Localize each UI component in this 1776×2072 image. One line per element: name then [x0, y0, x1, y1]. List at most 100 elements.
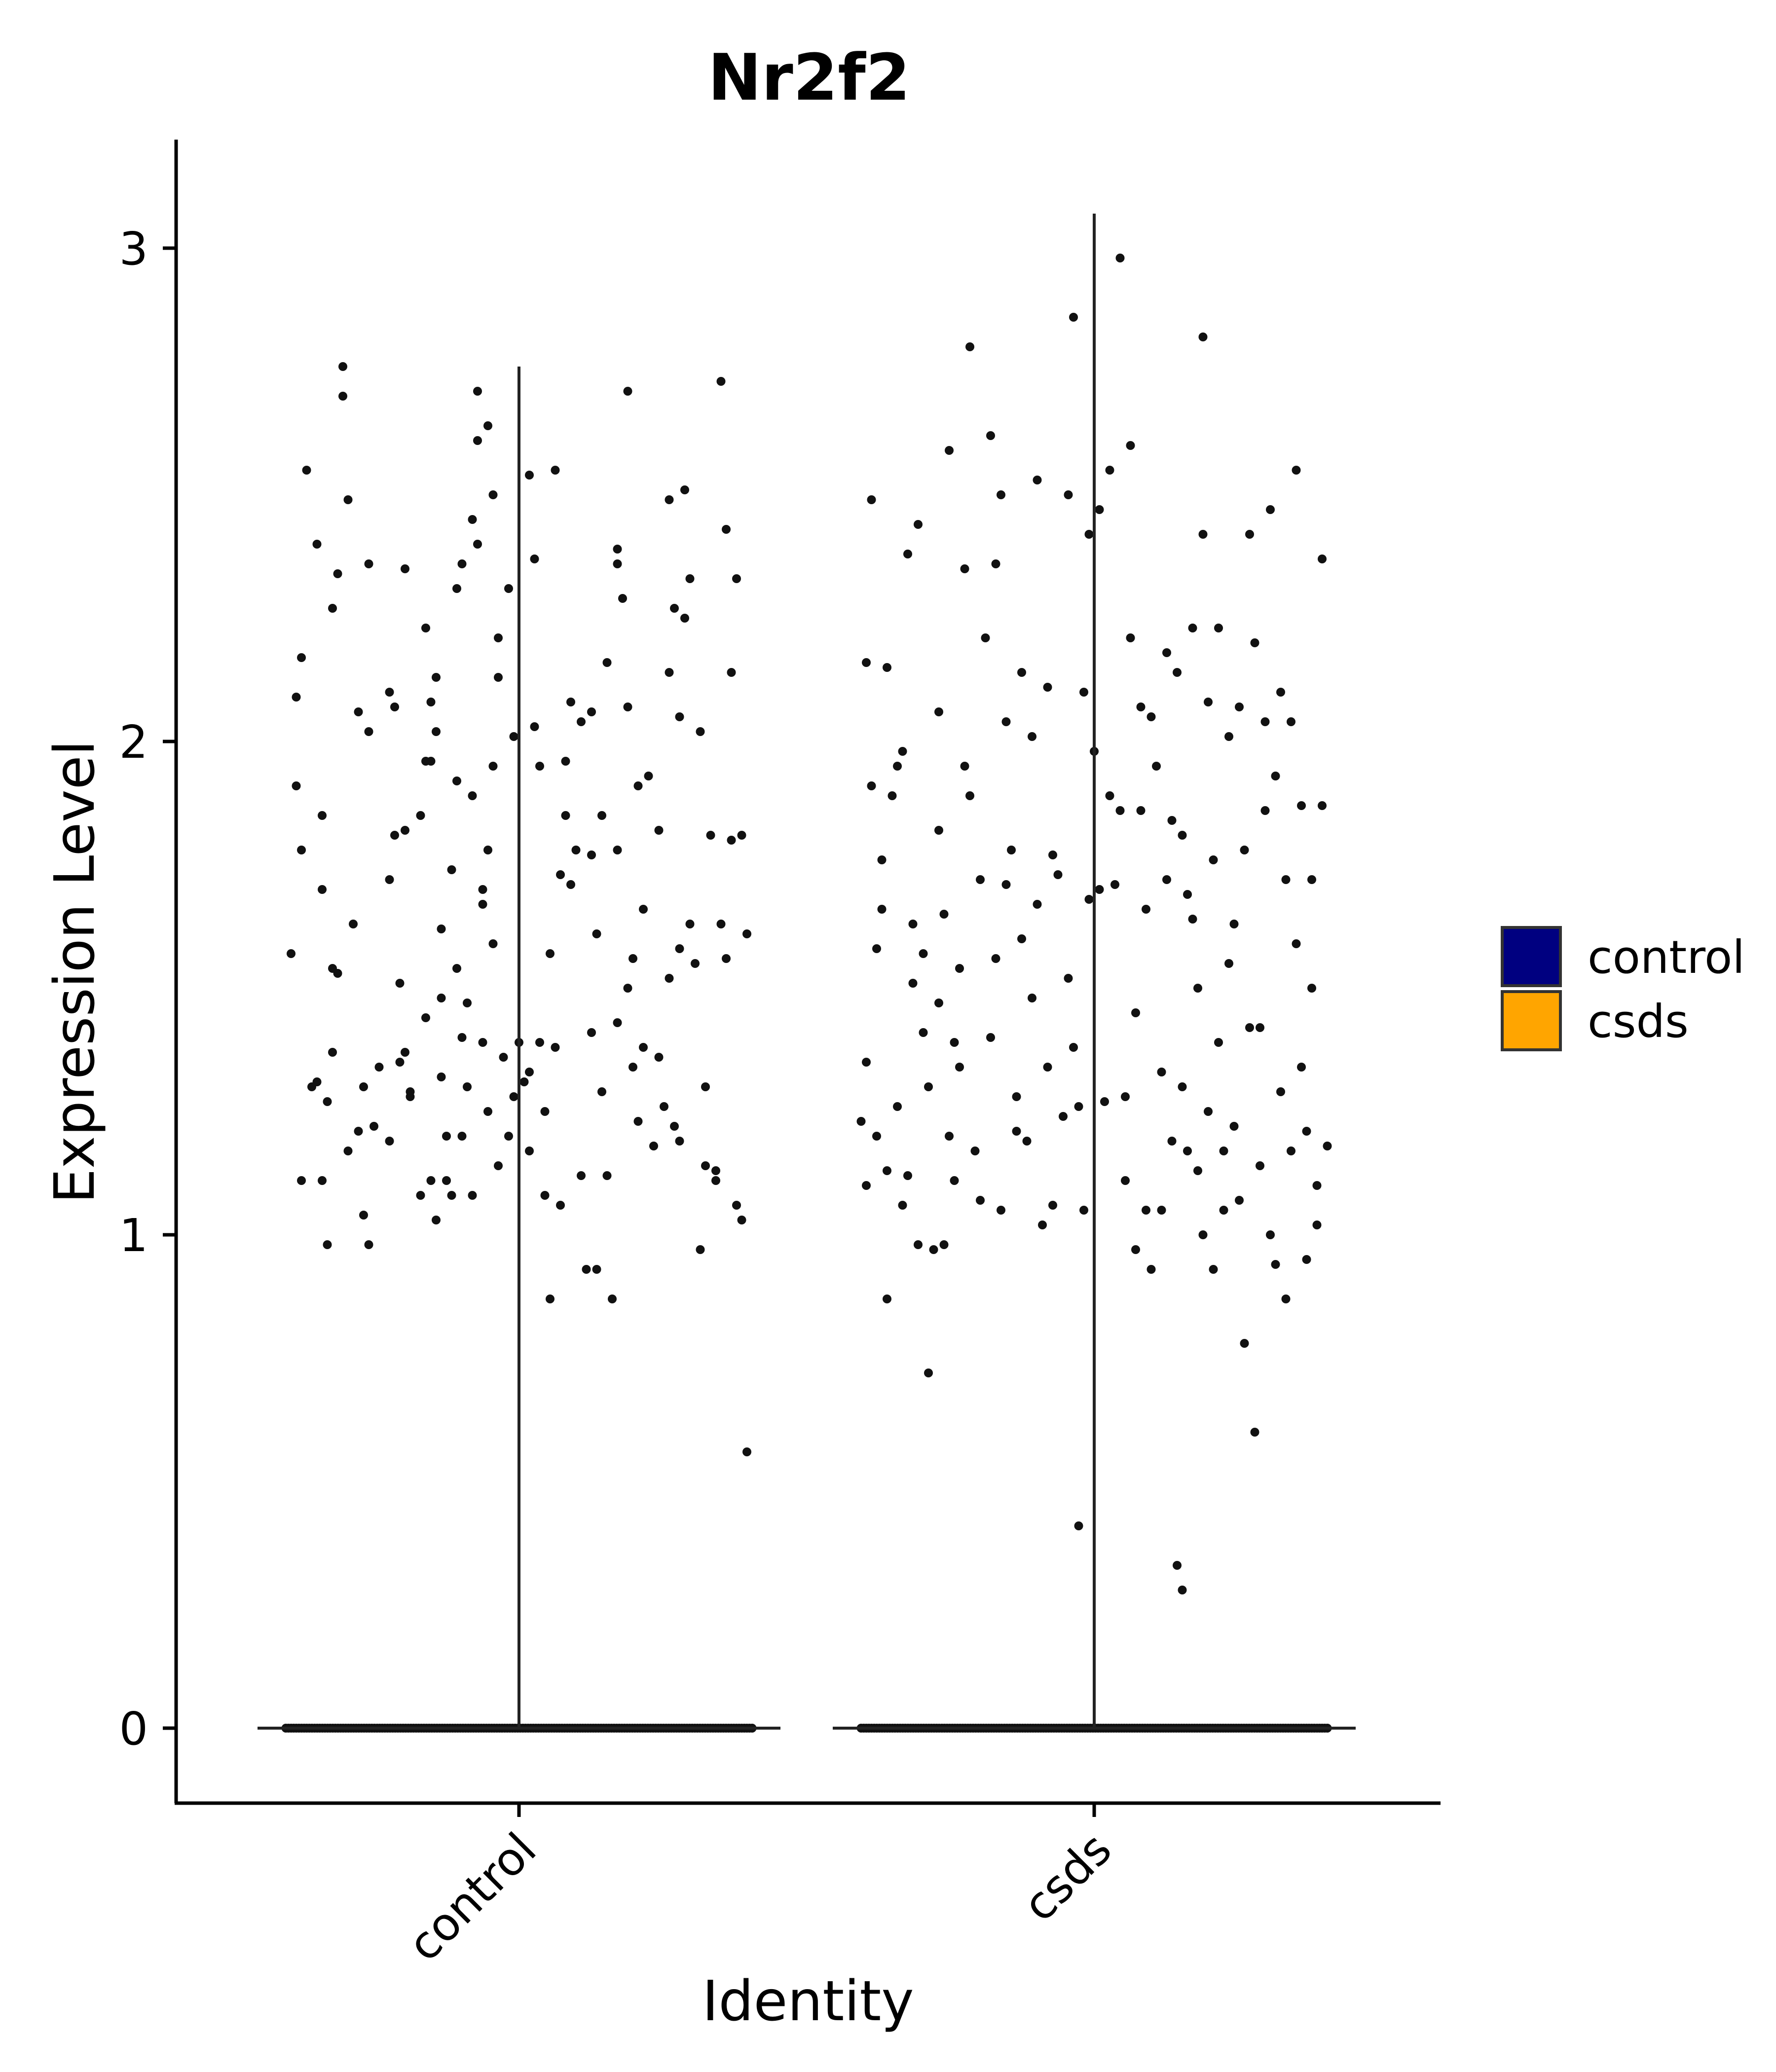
data-point-control [701, 1161, 710, 1170]
data-point-csds [1250, 1428, 1259, 1437]
data-point-csds [1084, 895, 1094, 904]
data-point-control [525, 1147, 534, 1155]
data-point-control [426, 698, 436, 706]
data-point-csds [867, 781, 876, 790]
data-point-control [374, 1063, 384, 1072]
data-point-csds [888, 791, 897, 800]
data-point-csds [1028, 994, 1036, 1002]
data-point-control [732, 1201, 741, 1210]
data-point-csds [1256, 1161, 1264, 1170]
legend: control csds [1501, 926, 1745, 1051]
data-point-control [535, 1038, 544, 1047]
data-point-csds [1028, 732, 1036, 741]
data-point-csds [1126, 633, 1135, 642]
data-point-control [742, 1447, 751, 1456]
data-point-control [328, 604, 337, 613]
data-point-csds [903, 550, 912, 558]
data-point-csds [1271, 1260, 1280, 1269]
data-point-csds [898, 1201, 907, 1210]
data-point-control [292, 781, 301, 790]
data-point-csds [976, 1196, 985, 1205]
data-point-csds [976, 875, 985, 884]
data-point-control [561, 757, 570, 766]
data-point-csds [1048, 1201, 1057, 1210]
data-point-control [359, 1211, 368, 1220]
data-point-control [727, 836, 736, 845]
data-point-control [509, 1092, 518, 1101]
data-point-csds [908, 920, 918, 928]
data-point-csds [965, 342, 974, 351]
data-point-control [364, 559, 373, 568]
data-point-csds [1297, 1063, 1306, 1072]
data-point-csds [1193, 1166, 1202, 1175]
data-point-csds [1001, 717, 1011, 726]
data-point-control [716, 377, 726, 386]
data-point-csds [997, 1206, 1005, 1215]
data-point-csds [1287, 717, 1295, 726]
data-point-csds [1069, 1043, 1078, 1052]
data-point-control [473, 436, 482, 445]
data-point-control [546, 1295, 555, 1303]
data-point-control [530, 555, 539, 563]
data-point-csds [1017, 668, 1026, 677]
data-point-control [592, 1265, 601, 1274]
data-point-control [385, 1137, 394, 1146]
data-point-control [452, 584, 461, 593]
data-point-csds [1229, 1122, 1239, 1131]
data-point-control [499, 1053, 508, 1062]
data-point-csds [1173, 668, 1182, 677]
data-point-csds [991, 559, 1000, 568]
data-point-control [660, 1102, 668, 1111]
data-point-control [504, 1132, 513, 1141]
y-tick-label: 3 [119, 222, 148, 275]
data-point-csds [1224, 732, 1233, 741]
data-point-control [556, 870, 565, 879]
data-point-csds [872, 1132, 881, 1141]
data-point-csds [883, 663, 891, 672]
y-axis-label: Expression Level [43, 740, 107, 1203]
data-point-csds [1084, 530, 1094, 539]
data-point-csds [1235, 703, 1244, 711]
data-point-csds [1245, 530, 1254, 539]
data-point-control [644, 772, 653, 780]
data-point-control [680, 485, 689, 494]
data-point-csds [1167, 816, 1177, 825]
data-point-control [530, 722, 539, 731]
data-point-csds [1038, 1221, 1047, 1229]
data-point-control [338, 392, 347, 401]
data-point-csds [1178, 1586, 1187, 1594]
data-point-control [649, 1142, 658, 1150]
data-point-control [385, 875, 394, 884]
data-point-csds [898, 747, 907, 756]
data-point-control [509, 732, 518, 741]
data-point-control [613, 1018, 622, 1027]
data-point-csds [1240, 846, 1249, 854]
data-point-csds [1281, 1295, 1291, 1303]
data-point-csds [1188, 624, 1197, 632]
data-point-control [540, 1107, 550, 1116]
data-point-control [437, 1073, 446, 1081]
data-point-control [432, 1216, 441, 1224]
data-point-csds [1142, 905, 1150, 914]
data-point-control [312, 1077, 322, 1086]
data-point-csds [1126, 441, 1135, 450]
data-point-control [390, 831, 399, 840]
data-point-control [639, 905, 648, 914]
data-point-control [468, 791, 477, 800]
data-point-control [535, 762, 544, 771]
data-point-csds [877, 855, 887, 864]
data-point-csds [934, 826, 943, 835]
data-point-csds [1198, 333, 1208, 341]
data-point-csds [893, 762, 902, 771]
data-point-csds [1007, 846, 1016, 854]
data-point-csds [1074, 1521, 1083, 1530]
data-point-csds [1121, 1092, 1130, 1101]
data-point-csds [862, 1181, 871, 1190]
data-point-control [716, 920, 726, 928]
data-point-csds [1240, 1339, 1249, 1348]
data-point-control [675, 712, 684, 721]
data-point-control [437, 994, 446, 1002]
data-point-control [696, 1245, 705, 1254]
data-point-control [587, 707, 596, 716]
